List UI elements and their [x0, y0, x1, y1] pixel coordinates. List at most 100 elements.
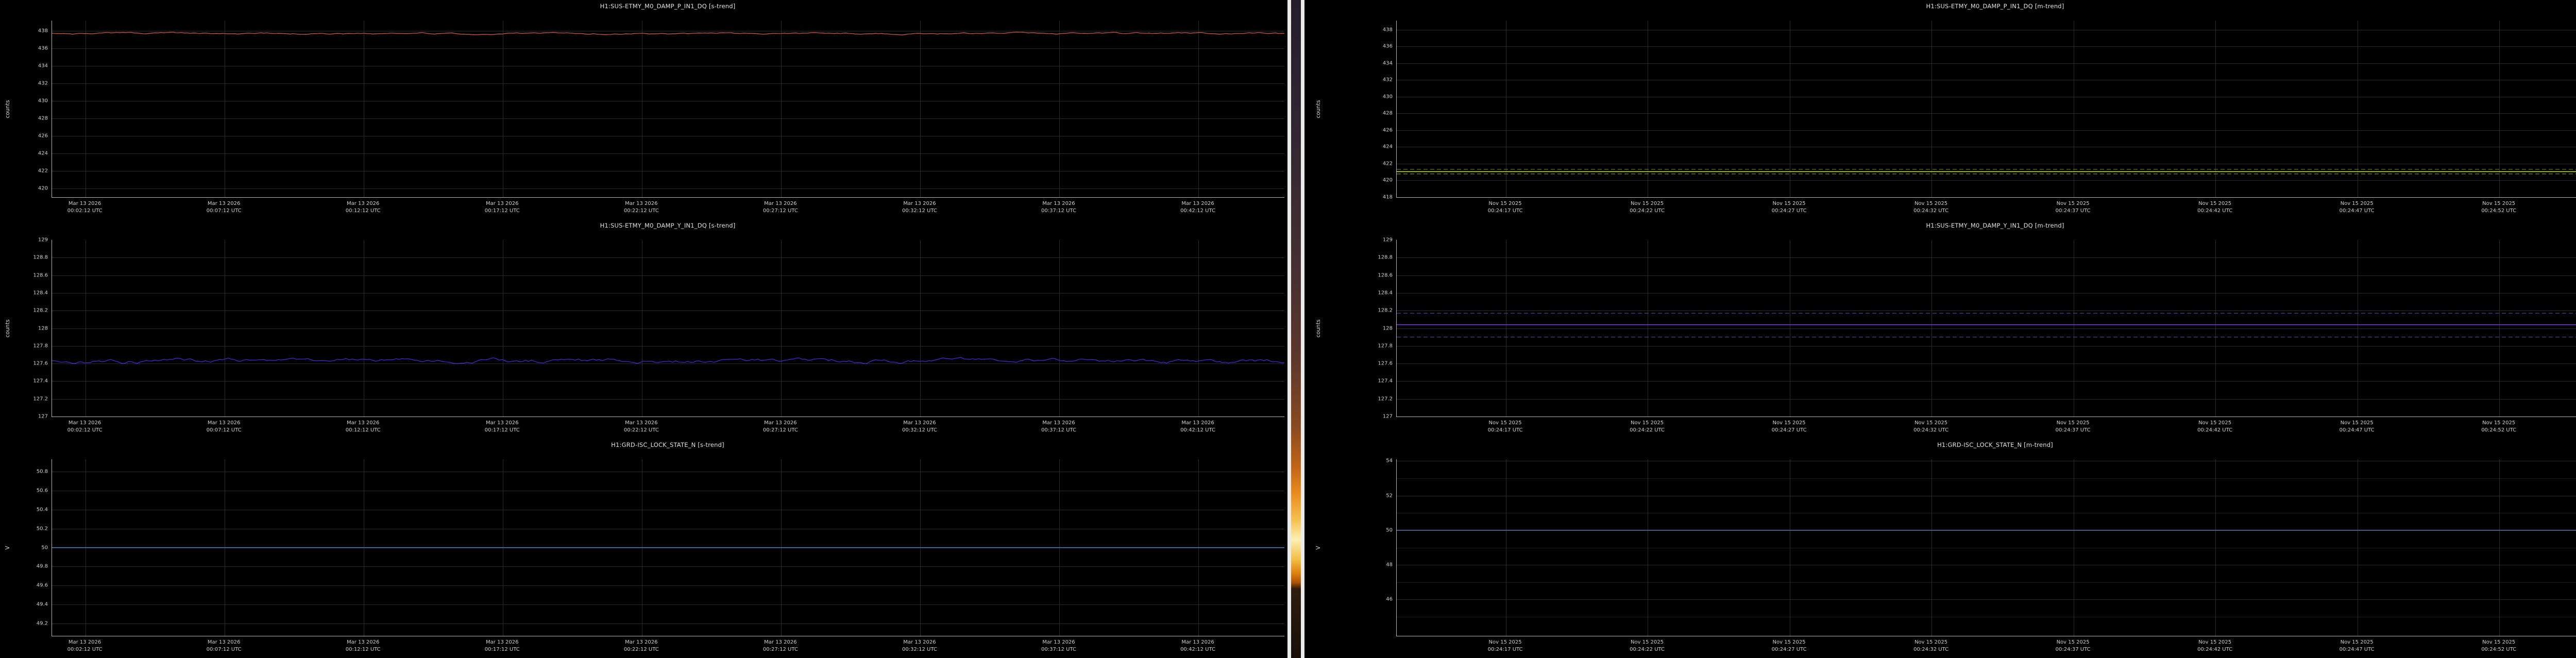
y-tick-label: 128.4 [1378, 290, 1393, 296]
y-tick-label: 128 [1382, 325, 1393, 331]
x-tick-date: Mar 13 2026 [1181, 639, 1214, 645]
y-tick-label: 127 [38, 413, 48, 420]
plot-canvas[interactable] [1396, 459, 2576, 636]
x-tick-label: Nov 15 2025 00:24:22 UTC [1630, 200, 1665, 214]
x-tick-label: Mar 13 2026 00:22:12 UTC [624, 639, 659, 653]
x-tick-time: 00:24:32 UTC [1913, 427, 1949, 433]
x-tick-date: Mar 13 2026 [764, 639, 797, 645]
x-tick-date: Nov 15 2025 [2482, 201, 2516, 206]
x-tick-label: Mar 13 2026 00:07:12 UTC [207, 420, 242, 434]
x-tick-label: Nov 15 2025 00:24:27 UTC [1772, 420, 1807, 434]
y-tick-label: 422 [1382, 161, 1393, 167]
y-tick-label: 426 [1382, 127, 1393, 133]
x-tick-label: Nov 15 2025 00:24:52 UTC [2481, 639, 2516, 653]
x-tick-label: Mar 13 2026 00:37:12 UTC [1041, 200, 1076, 214]
x-tick-time: 00:24:42 UTC [2197, 646, 2233, 652]
x-tick-date: Mar 13 2026 [903, 639, 936, 645]
x-tick-time: 00:24:27 UTC [1771, 646, 1807, 652]
x-tick-date: Nov 15 2025 [1914, 420, 1948, 426]
y-tick-label: 129 [1382, 237, 1393, 243]
y-tick-label: 432 [38, 80, 48, 86]
plot-panel: H1:GRD-ISC_LOCK_STATE_N [s-trend] V 50.8 50… [0, 439, 1287, 658]
signal-trace [52, 547, 1284, 548]
signal-trace [1397, 530, 2576, 531]
plot-title: H1:SUS-ETMY_M0_DAMP_Y_IN1_DQ [s-trend] [600, 222, 736, 229]
y-tick-label: 50 [1386, 527, 1393, 533]
x-tick-time: 00:24:22 UTC [1630, 427, 1665, 433]
plot-canvas[interactable] [1396, 240, 2576, 417]
x-tick-date: Mar 13 2026 [486, 201, 519, 206]
plot-canvas[interactable] [52, 21, 1285, 198]
x-tick-label: Nov 15 2025 00:24:27 UTC [1772, 639, 1807, 653]
x-tick-date: Mar 13 2026 [207, 639, 241, 645]
x-tick-date: Mar 13 2026 [346, 639, 380, 645]
x-tick-label: Mar 13 2026 00:42:12 UTC [1180, 420, 1215, 434]
x-tick-time: 00:24:37 UTC [2055, 207, 2091, 214]
x-tick-time: 00:24:17 UTC [1487, 207, 1523, 214]
x-tick-label: Nov 15 2025 00:24:42 UTC [2197, 420, 2232, 434]
y-tick-label: 49.8 [36, 563, 48, 569]
y-tick-label: 127.4 [33, 378, 48, 384]
y-tick-label: 49.4 [36, 601, 48, 608]
plot-title: H1:GRD-ISC_LOCK_STATE_N [s-trend] [611, 441, 724, 448]
x-tick-label: Mar 13 2026 00:27:12 UTC [763, 200, 798, 214]
x-tick-label: Nov 15 2025 00:24:17 UTC [1488, 639, 1523, 653]
x-tick-date: Nov 15 2025 [2056, 420, 2090, 426]
x-tick-date: Mar 13 2026 [68, 201, 101, 206]
x-tick-time: 00:24:17 UTC [1487, 427, 1523, 433]
x-tick-label: Nov 15 2025 00:24:32 UTC [1913, 639, 1948, 653]
x-tick-time: 00:24:32 UTC [1913, 207, 1949, 214]
y-tick-label: 46 [1386, 596, 1393, 602]
x-tick-date: Mar 13 2026 [1042, 201, 1075, 206]
x-tick-time: 00:24:52 UTC [2481, 646, 2517, 652]
x-tick-time: 00:07:12 UTC [206, 427, 242, 433]
y-tick-label: 436 [1382, 43, 1393, 49]
x-tick-time: 00:27:12 UTC [762, 646, 798, 652]
x-tick-label: Mar 13 2026 00:02:12 UTC [67, 200, 103, 214]
y-tick-label: 50 [41, 545, 48, 550]
y-tick-label: 127.2 [33, 396, 48, 402]
x-tick-label: Mar 13 2026 00:22:12 UTC [624, 420, 659, 434]
x-tick-label: Nov 15 2025 00:24:37 UTC [2056, 420, 2091, 434]
x-tick-label: Nov 15 2025 00:24:47 UTC [2340, 639, 2375, 653]
x-tick-time: 00:02:12 UTC [67, 207, 103, 214]
x-tick-date: Nov 15 2025 [2056, 201, 2090, 206]
y-tick-label: 420 [38, 185, 48, 192]
plot-canvas[interactable] [1396, 21, 2576, 198]
scope-window-m-trend: H1:SUS-ETMY_M0_DAMP_P_IN1_DQ [m-trend] co… [1304, 0, 2576, 658]
x-tick-date: Nov 15 2025 [2340, 420, 2374, 426]
x-tick-time: 00:22:12 UTC [623, 427, 659, 433]
x-tick-date: Nov 15 2025 [1772, 639, 1806, 645]
x-tick-time: 00:24:37 UTC [2055, 427, 2091, 433]
plot-title: H1:SUS-ETMY_M0_DAMP_Y_IN1_DQ [m-trend] [1926, 222, 2064, 229]
y-tick-label: 128.8 [33, 254, 48, 261]
x-tick-date: Mar 13 2026 [1042, 639, 1075, 645]
x-tick-label: Mar 13 2026 00:32:12 UTC [902, 420, 937, 434]
x-tick-label: Mar 13 2026 00:02:12 UTC [67, 639, 103, 653]
scope-window-s-trend: H1:SUS-ETMY_M0_DAMP_P_IN1_DQ [s-trend] co… [0, 0, 1287, 658]
x-tick-date: Nov 15 2025 [2482, 639, 2516, 645]
x-tick-label: Nov 15 2025 00:24:22 UTC [1630, 639, 1665, 653]
y-tick-label: 128 [38, 325, 48, 331]
x-tick-time: 00:24:42 UTC [2197, 427, 2233, 433]
x-tick-time: 00:37:12 UTC [1041, 427, 1076, 433]
x-tick-label: Mar 13 2026 00:12:12 UTC [346, 420, 381, 434]
x-tick-label: Mar 13 2026 00:32:12 UTC [902, 639, 937, 653]
x-tick-date: Mar 13 2026 [764, 420, 797, 426]
y-tick-label: 54 [1386, 458, 1393, 464]
y-tick-label: 50.4 [36, 507, 48, 513]
x-tick-time: 00:24:52 UTC [2481, 427, 2517, 433]
y-tick-label: 128.2 [1378, 307, 1393, 314]
x-tick-date: Nov 15 2025 [1631, 639, 1664, 645]
x-tick-date: Mar 13 2026 [486, 639, 519, 645]
plot-canvas[interactable] [52, 459, 1284, 636]
x-tick-date: Nov 15 2025 [1914, 201, 1948, 206]
x-tick-label: Nov 15 2025 00:24:32 UTC [1913, 420, 1948, 434]
y-tick-label: 430 [1382, 94, 1393, 100]
signal-trace [52, 357, 1285, 364]
x-tick-time: 00:24:22 UTC [1630, 207, 1665, 214]
x-tick-label: Nov 15 2025 00:24:42 UTC [2197, 200, 2232, 214]
x-tick-date: Mar 13 2026 [346, 201, 380, 206]
plot-canvas[interactable] [52, 240, 1285, 417]
